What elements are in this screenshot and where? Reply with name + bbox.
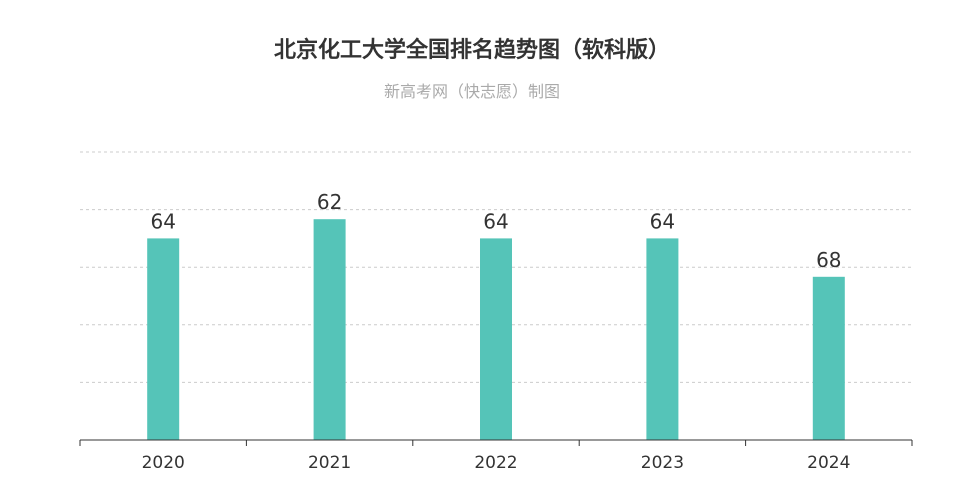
x-tick-label-2024: 2024 — [807, 453, 850, 473]
x-tick-label-2022: 2022 — [474, 453, 517, 473]
data-label-2023: 64 — [650, 209, 675, 233]
bar-2020 — [147, 238, 180, 440]
x-tick-label-2021: 2021 — [308, 453, 351, 473]
x-tick-label-2020: 2020 — [142, 453, 185, 473]
data-label-2020: 64 — [150, 209, 175, 233]
chart-title: 北京化工大学全国排名趋势图（软科版） — [273, 38, 670, 63]
bars — [147, 219, 845, 440]
data-label-2022: 64 — [483, 209, 508, 233]
bar-2023 — [646, 238, 679, 440]
x-axis: 2020 2021 2022 2023 2024 — [79, 439, 913, 473]
data-label-2024: 68 — [816, 248, 841, 272]
chart-subtitle: 新高考网（快志愿）制图 — [383, 82, 560, 101]
x-tick-label-2023: 2023 — [641, 453, 684, 473]
data-labels: 64 62 64 64 68 — [150, 190, 841, 272]
bar-2021 — [313, 219, 346, 440]
bar-2024 — [812, 276, 845, 440]
data-label-2021: 62 — [317, 190, 342, 214]
bar-2022 — [480, 238, 512, 440]
